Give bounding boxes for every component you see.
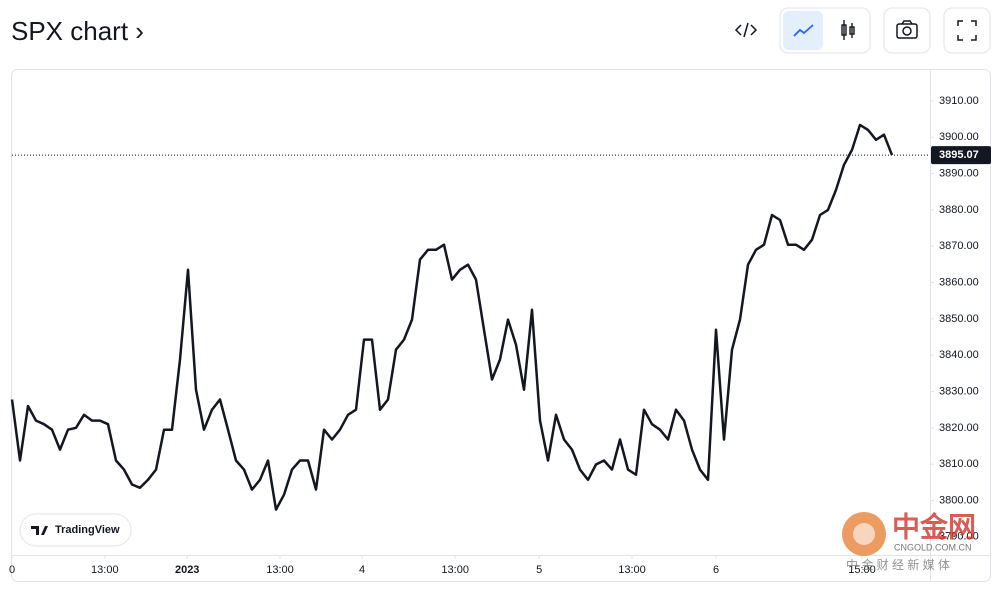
snapshot-button[interactable] <box>883 7 931 54</box>
watermark-logo-inner <box>853 523 875 545</box>
watermark-site: CNGOLD.COM.CN <box>894 542 972 552</box>
price-line <box>10 123 894 511</box>
x-tick-label: 13:00 <box>441 564 469 576</box>
watermark-name: 中金网 <box>892 510 976 542</box>
chart-frame <box>11 69 991 582</box>
x-tick-label: 2023 <box>175 564 199 576</box>
y-tick-label: 3910.00 <box>939 95 979 107</box>
y-tick-label: 3850.00 <box>939 313 979 325</box>
y-tick-label: 3890.00 <box>939 167 979 179</box>
watermark: 中金网 CNGOLD.COM.CN 中 金 财 经 新 媒 体 <box>842 510 976 572</box>
x-tick-label: 5 <box>536 564 542 576</box>
x-tick-label: 15:00 <box>848 564 876 576</box>
y-tick-label: 3870.00 <box>939 240 979 252</box>
candle-style-button[interactable] <box>841 20 855 40</box>
y-tick-label: 3860.00 <box>939 276 979 288</box>
watermark-tagline: 中 金 财 经 新 媒 体 <box>846 557 950 572</box>
logo-icon <box>31 526 48 535</box>
chart-title[interactable]: SPX chart › <box>11 16 144 46</box>
y-tick-label: 3810.00 <box>939 458 979 470</box>
y-tick-label: 3900.00 <box>939 131 979 143</box>
last-price-label: 3895.07 <box>939 149 979 161</box>
y-tick-label: 3820.00 <box>939 422 979 434</box>
x-tick-label: 13:00 <box>618 564 646 576</box>
y-tick-label: 3830.00 <box>939 385 979 397</box>
logo-text: TradingView <box>55 524 120 536</box>
watermark-logo <box>842 512 886 556</box>
fullscreen-icon <box>957 20 977 41</box>
line-icon <box>793 24 814 37</box>
fullscreen-button[interactable] <box>943 7 991 54</box>
y-tick-label: 3840.00 <box>939 349 979 361</box>
y-tick-label: 3880.00 <box>939 204 979 216</box>
line-style-button[interactable] <box>783 11 823 50</box>
camera-icon <box>896 20 918 39</box>
x-tick-label: 13:00 <box>91 564 119 576</box>
last-price-badge <box>931 146 991 165</box>
x-tick-label: 13:00 <box>266 564 294 576</box>
y-tick-label: 3800.00 <box>939 494 979 506</box>
x-tick-label: 0 <box>9 564 15 576</box>
embed-button[interactable] <box>734 22 758 38</box>
plot: 3790.00 3800.00 3810.00 3820.00 3830.00 3840.… <box>9 95 991 576</box>
y-tick-label: 3790.00 <box>939 531 979 543</box>
logo-badge[interactable] <box>19 513 132 547</box>
x-tick-label: 4 <box>359 564 365 576</box>
x-tick-label: 6 <box>713 564 719 576</box>
